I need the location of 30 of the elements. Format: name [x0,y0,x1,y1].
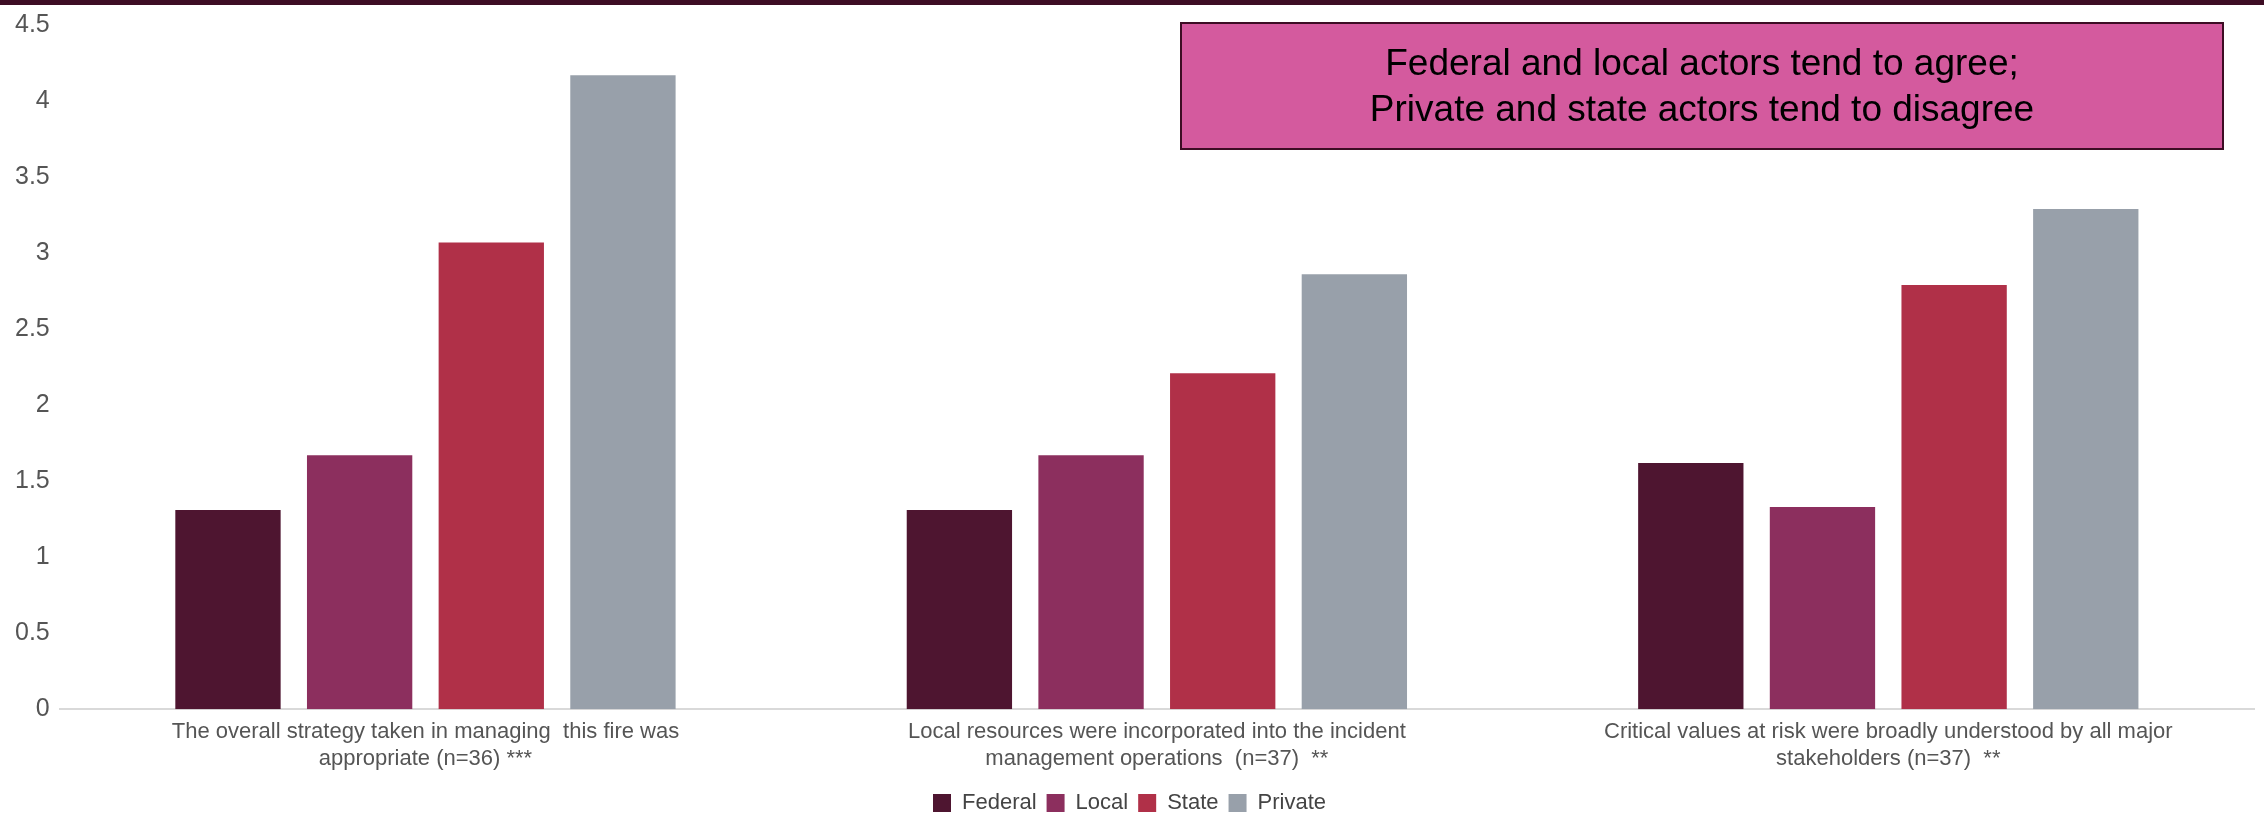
y-tick-label: 1.5 [14,465,50,494]
bar [1769,506,1876,710]
y-tick-label: 0.5 [14,617,50,646]
bar [1901,285,2007,710]
x-tick-label: Critical values at risk were broadly understood by all major stakeholders (n=37) ** [1604,718,2173,770]
y-tick-label: 2 [35,389,50,417]
bar [2033,208,2139,710]
legend-label: State [1167,789,1219,815]
legend-label: Federal [961,789,1037,815]
x-tick-label: Local resources were incorporated into the incident management operations (n=37) ** [908,718,1406,770]
legend-label: Local [1075,789,1129,815]
callout-box: Federal and local actors tend to agree; Private and state actors tend to disagree [1180,22,2224,150]
y-tick-label: 3 [35,236,50,265]
y-tick-label: 3.5 [14,160,50,189]
bar [570,75,676,710]
bar [1038,455,1144,710]
y-tick-label: 0 [35,693,50,722]
bar [906,510,1013,710]
y-tick-label: 4.5 [14,8,50,37]
bar [1301,274,1408,710]
bar [1170,373,1276,710]
x-tick-label: The overall strategy taken in managing this fire was appropriate (n=36) *** [171,718,680,770]
y-tick-label: 2.5 [14,312,50,341]
legend-label: Private [1257,789,1327,815]
y-tick-label: 1 [35,541,50,570]
bar [438,242,544,710]
y-tick-label: 4 [35,84,50,113]
bar [1638,462,1744,710]
bar [175,510,281,710]
bar [306,455,413,710]
